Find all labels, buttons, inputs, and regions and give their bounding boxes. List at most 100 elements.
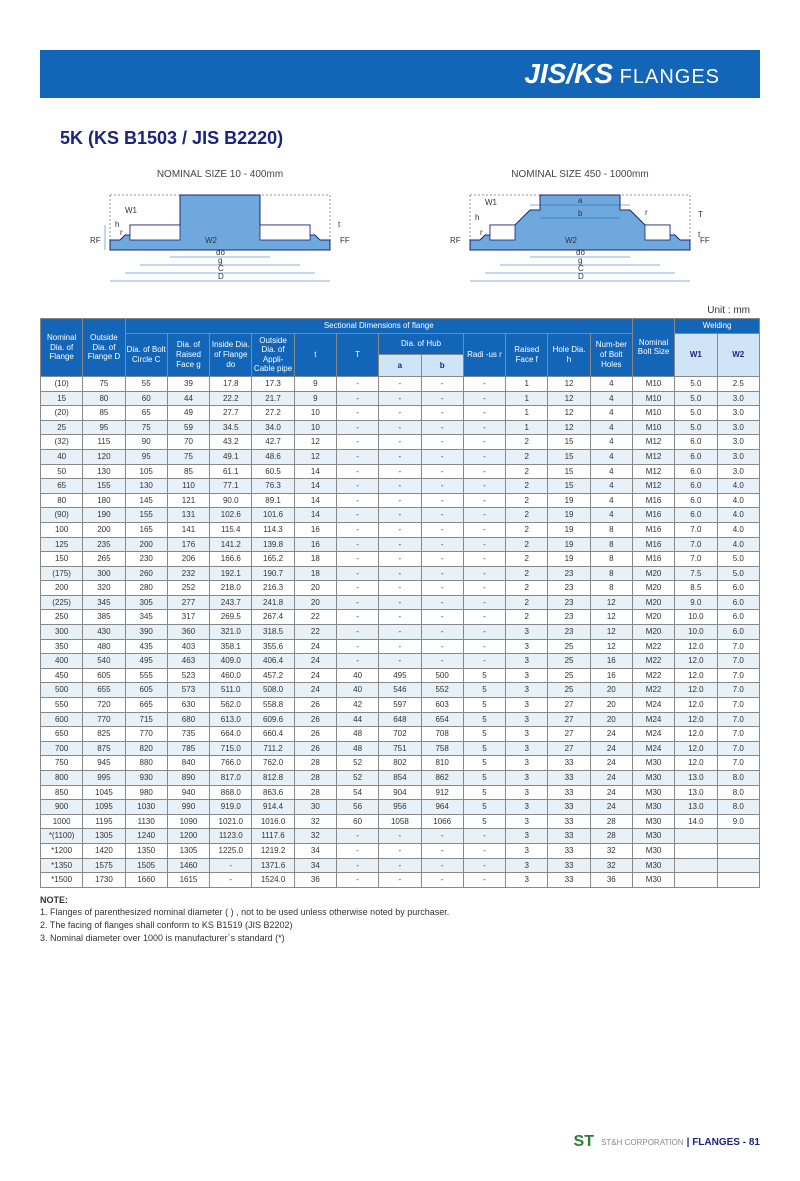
table-row: *1500173016601615-1524.036----33336M30 [41, 873, 760, 888]
table-cell: 305 [125, 595, 167, 610]
table-row: 250385345317269.5267.422----22312M2010.0… [41, 610, 760, 625]
table-cell: 7.0 [717, 668, 760, 683]
table-cell: 4 [590, 435, 632, 450]
table-cell: 1117.6 [252, 829, 294, 844]
table-cell: - [463, 508, 505, 523]
table-cell: 155 [83, 479, 125, 494]
table-cell: 230 [125, 552, 167, 567]
table-cell: - [336, 522, 378, 537]
table-cell: 24 [590, 800, 632, 815]
table-cell: 5 [463, 698, 505, 713]
table-cell: 1371.6 [252, 858, 294, 873]
table-row: 100200165141115.4114.316----2198M167.04.… [41, 522, 760, 537]
table-cell: 500 [41, 683, 83, 698]
table-cell: 660.4 [252, 727, 294, 742]
dim-RF2: RF [450, 236, 461, 245]
table-cell: 711.2 [252, 741, 294, 756]
table-cell: 3 [506, 785, 548, 800]
table-cell: 20 [590, 683, 632, 698]
table-cell: 840 [167, 756, 209, 771]
table-cell: 5 [463, 771, 505, 786]
table-cell: 60 [336, 814, 378, 829]
table-cell: 2 [506, 610, 548, 625]
table-cell: M24 [632, 727, 674, 742]
table-cell: 5 [463, 712, 505, 727]
table-cell: M20 [632, 581, 674, 596]
table-cell: 345 [125, 610, 167, 625]
table-cell: 216.3 [252, 581, 294, 596]
table-cell: 26 [294, 727, 336, 742]
table-cell: 28 [590, 814, 632, 829]
table-cell: 5.0 [675, 391, 717, 406]
th-boltC: Dia. of Bolt Circle C [125, 333, 167, 376]
table-row: 8018014512190.089.114----2194M166.04.0 [41, 493, 760, 508]
table-cell: - [421, 610, 463, 625]
table-cell: 56 [336, 800, 378, 815]
table-cell: 4.0 [717, 537, 760, 552]
table-cell: 59 [167, 420, 209, 435]
table-row: 800995930890817.0812.82852854862533324M3… [41, 771, 760, 786]
table-cell: 1 [506, 391, 548, 406]
table-cell: 24 [590, 785, 632, 800]
table-cell: 318.5 [252, 625, 294, 640]
th-raisedG: Dia. of Raised Face g [167, 333, 209, 376]
table-row: 650825770735664.0660.42648702708532724M2… [41, 727, 760, 742]
table-cell: 552 [421, 683, 463, 698]
table-cell: 22.2 [210, 391, 252, 406]
th-diaHub: Dia. of Hub [379, 333, 464, 355]
table-cell: M22 [632, 639, 674, 654]
table-cell: 23 [548, 625, 590, 640]
table-cell: 1219.2 [252, 843, 294, 858]
table-cell: - [210, 858, 252, 873]
table-cell: 406.4 [252, 654, 294, 669]
table-cell: 385 [83, 610, 125, 625]
table-cell: 850 [41, 785, 83, 800]
table-cell: - [463, 610, 505, 625]
table-cell: - [463, 522, 505, 537]
table-cell: - [379, 595, 421, 610]
table-cell: 6.0 [675, 479, 717, 494]
table-cell: 1 [506, 376, 548, 391]
table-cell: 192.1 [210, 566, 252, 581]
table-cell: 1130 [125, 814, 167, 829]
header-title-big: JIS/KS [524, 58, 613, 89]
table-cell: 15 [548, 464, 590, 479]
table-cell: - [379, 858, 421, 873]
table-cell: 825 [83, 727, 125, 742]
table-cell: 1615 [167, 873, 209, 888]
table-cell: 12 [590, 639, 632, 654]
table-cell: 32 [590, 858, 632, 873]
table-cell [675, 829, 717, 844]
table-cell: 2 [506, 595, 548, 610]
table-row: 8501045980940868.0863.62854904912533324M… [41, 785, 760, 800]
table-cell: 6.0 [675, 449, 717, 464]
table-cell: - [421, 639, 463, 654]
diagram-right-label: NOMINAL SIZE 450 - 1000mm [430, 169, 730, 180]
table-cell: 34 [294, 843, 336, 858]
table-cell: - [379, 581, 421, 596]
dim-W2b: W2 [565, 236, 578, 245]
table-cell: 1058 [379, 814, 421, 829]
table-cell: 26 [294, 741, 336, 756]
table-row: (175)300260232192.1190.718----2238M207.5… [41, 566, 760, 581]
table-cell: 6.0 [675, 464, 717, 479]
table-cell: M24 [632, 741, 674, 756]
table-cell: 900 [41, 800, 83, 815]
table-cell: 19 [548, 522, 590, 537]
table-cell: 76.3 [252, 479, 294, 494]
table-cell: 1660 [125, 873, 167, 888]
table-row: (225)345305277243.7241.820----22312M209.… [41, 595, 760, 610]
table-cell: 5 [463, 800, 505, 815]
table-cell: - [379, 654, 421, 669]
table-cell: 32 [590, 843, 632, 858]
table-cell: 10.0 [675, 610, 717, 625]
table-cell: M30 [632, 829, 674, 844]
table-cell: 4 [590, 479, 632, 494]
table-cell: 735 [167, 727, 209, 742]
table-row: 125235200176141.2139.816----2198M167.04.… [41, 537, 760, 552]
table-cell: 75 [125, 420, 167, 435]
table-cell: 9 [294, 376, 336, 391]
table-cell: 267.4 [252, 610, 294, 625]
table-cell: - [463, 552, 505, 567]
table-cell: 345 [83, 595, 125, 610]
